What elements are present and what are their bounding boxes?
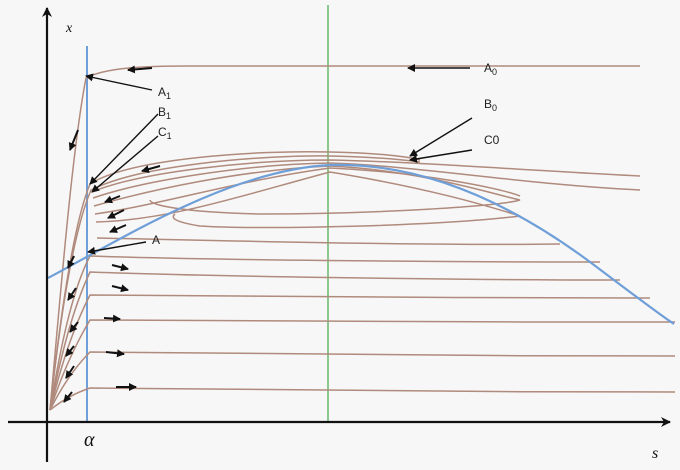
pointer-a1: [85, 73, 153, 91]
flow-arrow: [67, 287, 77, 301]
pointer-arrows: [85, 64, 473, 255]
trajectory-h1: [49, 255, 601, 411]
flow-arrow: [107, 209, 125, 219]
flow-arrow: [109, 224, 127, 233]
trajectory-loop-3: [93, 165, 521, 215]
label-b1: B1: [158, 105, 171, 121]
trajectory-loop-4: [94, 167, 521, 215]
flow-arrow: [69, 321, 79, 333]
pointer-a: [87, 241, 147, 255]
label-a1: A1: [158, 85, 171, 101]
flow-arrow: [65, 345, 75, 357]
flow-arrow: [104, 195, 121, 204]
flow-arrow: [127, 65, 153, 74]
trajectory-a: [49, 65, 640, 411]
trajectory-c: [49, 155, 421, 411]
y-axis-label: x: [65, 21, 73, 36]
pointer-c0: [409, 149, 473, 163]
flow-arrows: [63, 65, 161, 403]
flow-arrow: [67, 255, 75, 269]
trajectory-h2: [49, 271, 621, 411]
flow-arrow: [111, 263, 129, 272]
label-c1: C1: [158, 125, 172, 141]
trajectory-loop-6: [96, 237, 561, 246]
trajectory-b: [49, 150, 421, 411]
flow-arrow: [111, 284, 129, 293]
pointer-b1: [89, 113, 159, 185]
alpha-label: α: [84, 429, 95, 451]
trajectory-h5: [49, 351, 676, 411]
label-b0: B0: [484, 97, 497, 113]
trajectory-h6: [49, 387, 676, 411]
flow-arrow: [63, 391, 73, 403]
trajectory-loop-2: [92, 162, 641, 199]
label-c0: C0: [484, 133, 500, 147]
flow-arrow: [105, 349, 125, 358]
flow-arrow: [68, 129, 79, 151]
pointer-b0: [409, 117, 473, 157]
label-a0: A0: [484, 61, 497, 77]
nullcline-curve: [47, 163, 675, 325]
trajectory-loop-1: [91, 159, 641, 193]
flow-arrow: [65, 365, 75, 379]
flow-arrow: [103, 314, 121, 323]
trajectory-h4: [49, 319, 676, 411]
pointer-c1: [91, 135, 159, 193]
trajectories: [49, 65, 676, 411]
label-a: A: [152, 233, 160, 247]
x-axis-label: s: [652, 445, 658, 462]
flow-arrow: [141, 165, 161, 173]
